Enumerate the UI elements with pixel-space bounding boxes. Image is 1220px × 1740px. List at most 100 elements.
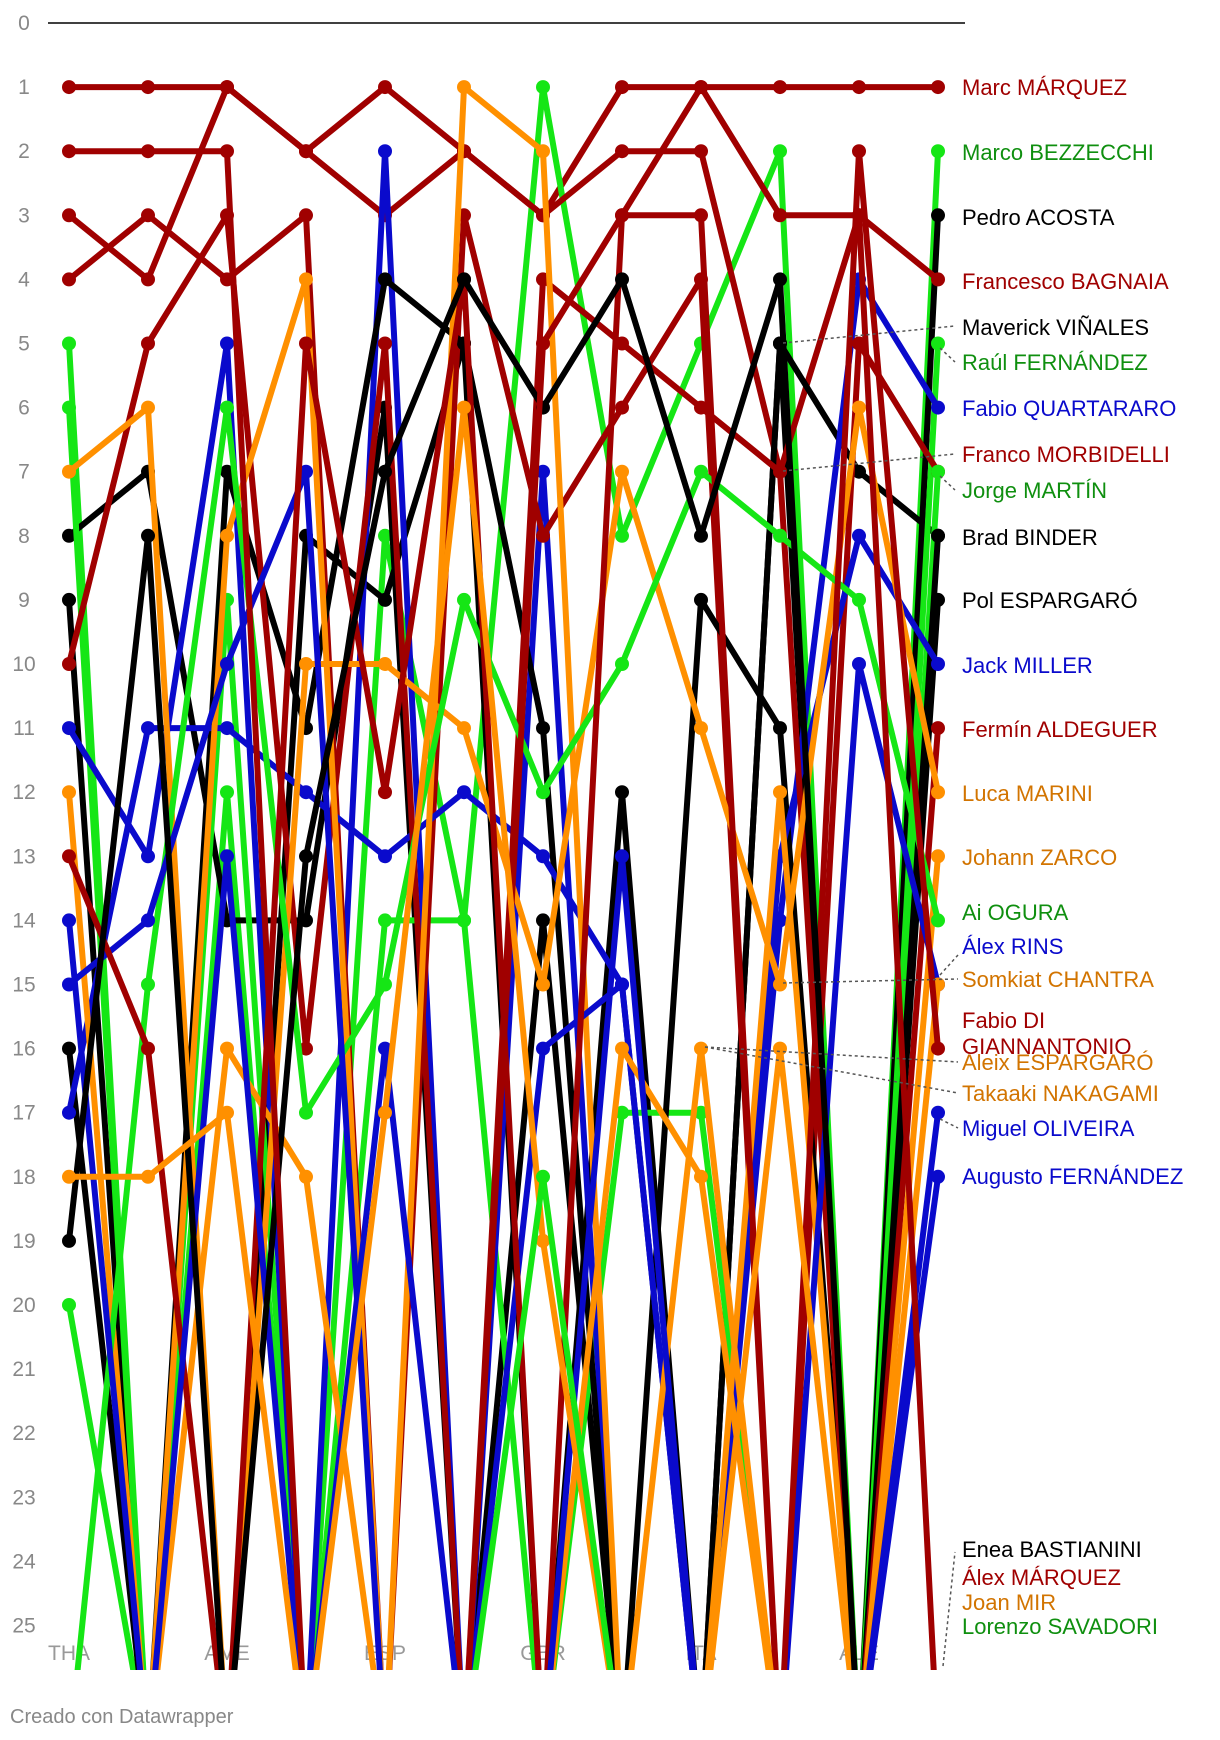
series-label: Álex MÁRQUEZ [962,1565,1121,1590]
series-point [378,785,392,800]
series-point [62,80,76,95]
series-point [536,80,550,95]
series-point [931,849,945,864]
series-point [141,336,155,351]
series-group [628,1041,774,1670]
series-line [66,468,941,1670]
series-label: Fermín ALDEGUER [962,717,1158,742]
series-label: Franco MORBIDELLI [962,442,1170,467]
series-line [707,1045,853,1670]
label-leader [782,453,956,472]
series-point [615,208,629,223]
series-label: Miguel OLIVEIRA [962,1116,1135,1141]
series-label: Pedro ACOSTA [962,205,1115,230]
y-tick-label: 23 [12,1486,35,1509]
bump-chart: 0123456789101112131415161718192021222324… [12,12,1183,1670]
label-leader [704,1046,959,1094]
y-tick-label: 1 [18,76,30,99]
series-point [62,592,76,607]
series-point [299,272,313,287]
series-label: Fabio QUARTARARO [962,396,1176,421]
y-tick-label: 19 [12,1230,35,1253]
series-point [773,464,787,479]
series-point [141,272,155,287]
series-point [220,144,234,159]
label-leaders [704,325,959,1667]
series-point [931,80,945,95]
series-point [220,1041,234,1056]
series-point [536,1041,550,1056]
series-point [931,657,945,671]
y-tick-label: 17 [12,1102,35,1125]
series-label: Luca MARINI [962,781,1093,806]
series-point [931,272,945,287]
series-point [615,464,629,479]
series-point [931,144,945,159]
series-point [299,657,313,671]
series-point [852,400,866,415]
series-point [299,464,313,479]
series-line [66,84,941,1670]
series-point [457,913,471,928]
series-point [378,1041,392,1056]
series-point [694,464,708,479]
series-line [472,1173,614,1670]
credit-text: Creado con Datawrapper [10,1706,234,1728]
series-point [141,208,155,223]
series-point [299,336,313,351]
y-tick-label: 9 [18,589,30,612]
series-point [773,208,787,223]
series-point [220,80,234,95]
label-leader [939,347,956,363]
y-tick-label: 15 [12,974,35,997]
series-point [536,721,550,736]
series-label: Ai OGURA [962,900,1069,925]
series-group [472,1169,614,1670]
series-point [378,336,392,351]
series-point [220,657,234,671]
series-point [615,977,629,992]
series-point [378,144,392,159]
series-point [299,144,313,159]
series-label: Francesco BAGNAIA [962,269,1169,294]
series-point [536,977,550,992]
series-point [141,528,155,543]
series-point [220,785,234,800]
label-leader [939,1118,959,1129]
series-point [615,80,629,95]
y-tick-label: 21 [12,1358,35,1381]
y-tick-label: 3 [18,204,30,227]
series-point [220,1105,234,1120]
series-point [615,400,629,415]
series-point [299,1105,313,1120]
series-point [931,592,945,607]
label-leader [782,978,959,984]
y-tick-label: 6 [18,397,30,420]
series-label: Pol ESPARGARÓ [962,588,1138,613]
series-point [299,849,313,864]
series-point [457,272,471,287]
series-point [378,977,392,992]
y-tick-label: 18 [12,1166,35,1189]
series-label: Fabio DI [962,1008,1045,1033]
series-group [62,849,945,1670]
series-point [536,785,550,800]
series-point [694,208,708,223]
series-point [536,336,550,351]
series-point [852,464,866,479]
series-point [141,80,155,95]
series-label: Enea BASTIANINI [962,1537,1142,1562]
series-labels: Marc MÁRQUEZ Marco BEZZECCHI Pedro ACOSTA F… [962,75,1183,1639]
series-label: Marco BEZZECCHI [962,140,1154,165]
series-point [536,144,550,159]
series-point [62,400,76,415]
label-leader [704,1046,959,1063]
series-point [62,528,76,543]
series-point [773,721,787,736]
series-point [220,849,234,864]
series-point [536,1233,550,1248]
series-point [773,80,787,95]
series-point [694,592,708,607]
series-group [62,80,937,1670]
series-point [220,464,234,479]
